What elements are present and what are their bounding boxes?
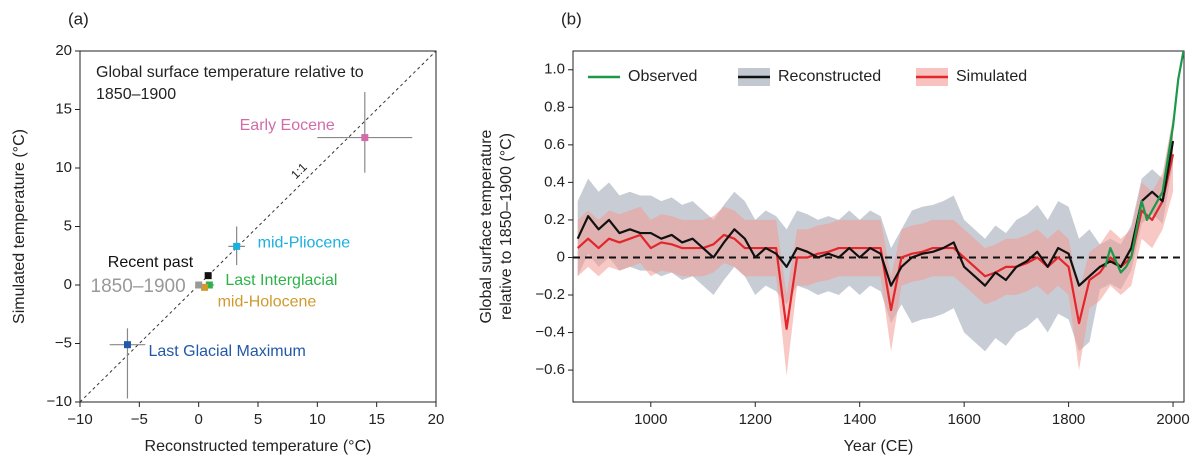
y-axis-label: Simulated temperature (°C) [11, 129, 28, 324]
uncertainty-band [577, 116, 1174, 376]
annotation: 1850–1900 [96, 86, 176, 103]
x-axis-label: Reconstructed temperature (°C) [145, 438, 372, 455]
point-label: mid-Pliocene [258, 235, 351, 252]
y-tick-label: 1.0 [544, 61, 565, 78]
y-tick-label: −0.6 [535, 361, 565, 378]
point [123, 341, 131, 349]
legend-label: Reconstructed [778, 68, 881, 85]
x-tick-label: 2000 [1156, 411, 1189, 428]
panel-label: (a) [68, 9, 89, 28]
y-tick-label: 0.6 [544, 136, 565, 153]
identity-line [80, 51, 436, 402]
point [204, 272, 212, 280]
point-label: Last Glacial Maximum [148, 343, 305, 360]
legend-label: Observed [628, 68, 697, 85]
y-tick-label: 5 [64, 217, 72, 234]
plot-frame [79, 50, 437, 403]
y-tick-label: −0.4 [535, 324, 565, 341]
series-line [576, 140, 1175, 287]
point [205, 281, 213, 289]
plot-frame [572, 50, 1185, 403]
y-axis-label: Global surface temperature [478, 129, 495, 323]
x-tick-label: 10 [309, 411, 326, 428]
series-line [576, 153, 1175, 330]
y-axis-label: relative to 1850–1900 (°C) [498, 133, 515, 320]
annotation: Global surface temperature relative to [96, 64, 364, 81]
x-tick-label: 0 [194, 411, 202, 428]
point [233, 242, 241, 250]
y-tick-label: 0.8 [544, 98, 565, 115]
y-tick-label: 15 [55, 100, 72, 117]
x-axis-label: Year (CE) [844, 438, 914, 455]
x-tick-label: −10 [67, 411, 92, 428]
legend-label: Simulated [956, 68, 1027, 85]
y-tick-label: −0.2 [535, 286, 565, 303]
y-tick-label: −10 [47, 393, 72, 410]
point [201, 283, 209, 291]
x-tick-label: 15 [368, 411, 385, 428]
panel-label: (b) [561, 9, 582, 28]
series-line [1104, 51, 1184, 274]
point-label: Recent past [108, 254, 194, 271]
y-tick-label: 10 [55, 159, 72, 176]
point [361, 134, 369, 142]
point-label: Last Interglacial [225, 272, 337, 289]
x-tick-label: 1000 [634, 411, 667, 428]
plot-area [80, 51, 436, 402]
point-label: 1850–1900 [91, 276, 186, 297]
x-tick-label: 1200 [739, 411, 772, 428]
y-tick-label: 0 [64, 276, 72, 293]
x-tick-label: −5 [131, 411, 148, 428]
y-tick-label: 20 [55, 42, 72, 59]
x-tick-label: 1400 [843, 411, 876, 428]
x-tick-label: 20 [428, 411, 445, 428]
y-tick-label: −5 [55, 334, 72, 351]
plot-area [573, 51, 1184, 376]
y-tick-label: 0 [557, 248, 565, 265]
x-tick-label: 1600 [947, 411, 980, 428]
x-tick-label: 5 [254, 411, 262, 428]
point-label: Early Eocene [240, 117, 335, 134]
x-tick-label: 1800 [1052, 411, 1085, 428]
point [195, 281, 203, 289]
y-tick-label: 0.2 [544, 211, 565, 228]
y-tick-label: 0.4 [544, 173, 565, 190]
point-label: mid-Holocene [218, 294, 317, 311]
